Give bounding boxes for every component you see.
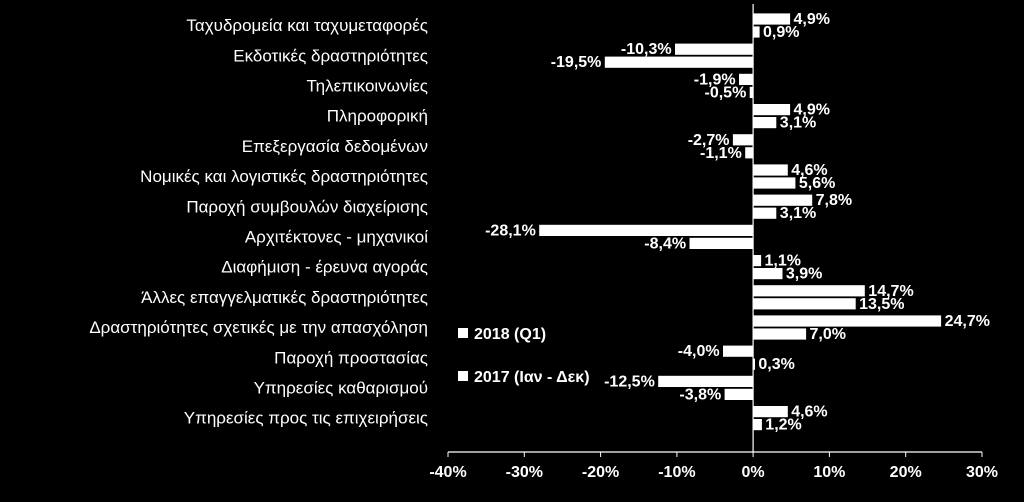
bar-2017	[752, 418, 763, 432]
x-tick-label: -20%	[582, 464, 619, 481]
data-label: 13,5%	[859, 296, 904, 313]
category-labels: Ταχυδρομεία και ταχυμεταφορές Εκδοτικές δ…	[89, 16, 428, 428]
bars	[538, 12, 942, 432]
x-tick-label: 10%	[813, 464, 845, 481]
data-label: 0,9%	[763, 24, 799, 41]
data-label: -8,4%	[644, 235, 686, 252]
category-label: Παροχή συμβουλών διαχείρισης	[186, 197, 428, 216]
x-tick-label: 30%	[966, 464, 998, 481]
data-label: 5,6%	[799, 175, 835, 192]
x-tick-label: -30%	[506, 464, 543, 481]
data-label: 4,9%	[794, 11, 830, 28]
data-label: 3,9%	[786, 266, 822, 283]
data-label: -2,7%	[688, 132, 730, 149]
x-tick-label: 0%	[742, 464, 765, 481]
bar-2018-q1	[752, 284, 866, 298]
category-label: Διαφήμιση - έρευνα αγοράς	[221, 258, 428, 277]
category-label: Παροχή προστασίας	[274, 348, 428, 367]
data-label: 1,1%	[765, 253, 801, 270]
data-label: 24,7%	[945, 313, 990, 330]
data-label: -3,8%	[679, 386, 721, 403]
category-label: Αρχιτέκτονες - μηχανικοί	[245, 228, 428, 247]
data-label: 14,7%	[868, 283, 913, 300]
data-label: -1,9%	[694, 71, 736, 88]
category-label: Τηλεπικοινωνίες	[306, 77, 428, 96]
bar-2018-q1	[752, 163, 789, 177]
x-tick-label: 20%	[890, 464, 922, 481]
legend-swatch	[458, 371, 468, 381]
data-label: -10,3%	[621, 41, 672, 58]
data-label: 4,6%	[791, 162, 827, 179]
category-label: Υπηρεσίες προς τις επιχειρήσεις	[184, 409, 428, 428]
data-label: 1,2%	[765, 417, 801, 434]
bar-2017	[752, 297, 857, 311]
data-label: -28,1%	[485, 222, 536, 239]
data-label: 3,1%	[780, 205, 816, 222]
category-label: Ταχυδρομεία και ταχυμεταφορές	[186, 16, 428, 35]
bar-2018-q1	[674, 42, 754, 56]
bar-2017	[752, 176, 797, 190]
category-label: Πληροφορική	[327, 107, 428, 126]
axes: -40% -30% -20% -10% 0% 10% 20% 30%	[429, 4, 998, 481]
data-label: -0,5%	[705, 84, 747, 101]
bar-2017	[688, 236, 754, 250]
data-label: 7,8%	[816, 192, 852, 209]
data-label: -12,5%	[604, 373, 655, 390]
category-label: Νομικές και λογιστικές δραστηριότητες	[140, 167, 428, 186]
bar-2017	[752, 327, 807, 341]
bar-2017	[752, 206, 778, 220]
x-tick-label: -40%	[429, 464, 466, 481]
legend: 2018 (Q1) 2017 (Ιαν - Δεκ)	[458, 326, 590, 386]
legend-label: 2018 (Q1)	[474, 326, 546, 343]
legend-label: 2017 (Ιαν - Δεκ)	[474, 369, 590, 386]
bar-2018-q1	[752, 254, 762, 268]
category-label: Υπηρεσίες καθαρισμού	[254, 379, 428, 398]
data-label: 4,6%	[791, 404, 827, 421]
category-label: Εκδοτικές δραστηριότητες	[233, 46, 428, 65]
bar-2017	[752, 25, 761, 39]
data-label: -4,0%	[678, 343, 720, 360]
x-tick-label: -10%	[658, 464, 695, 481]
data-label: 4,9%	[794, 102, 830, 119]
legend-swatch	[458, 328, 468, 338]
data-label: 3,1%	[780, 115, 816, 132]
data-labels: 4,9% -10,3% -1,9% 4,9% -2,7% 4,6% 7,8% -28,1% 1,…	[485, 11, 990, 434]
data-label: 7,0%	[810, 326, 846, 343]
data-label: 0,3%	[758, 356, 794, 373]
bar-2017	[752, 116, 778, 129]
data-label: -19,5%	[551, 54, 602, 71]
data-label: -1,1%	[700, 145, 742, 162]
category-label: Άλλες επαγγελματικές δραστηριότητες	[141, 288, 428, 307]
bar-2017	[723, 387, 754, 401]
category-label: Επεξεργασία δεδομένων	[242, 137, 428, 156]
bar-2018-q1	[752, 314, 942, 328]
category-label: Δραστηριότητες σχετικές με την απασχόλησ…	[89, 318, 428, 337]
bar-2017	[744, 146, 754, 160]
bar-2018-q1	[722, 344, 754, 358]
